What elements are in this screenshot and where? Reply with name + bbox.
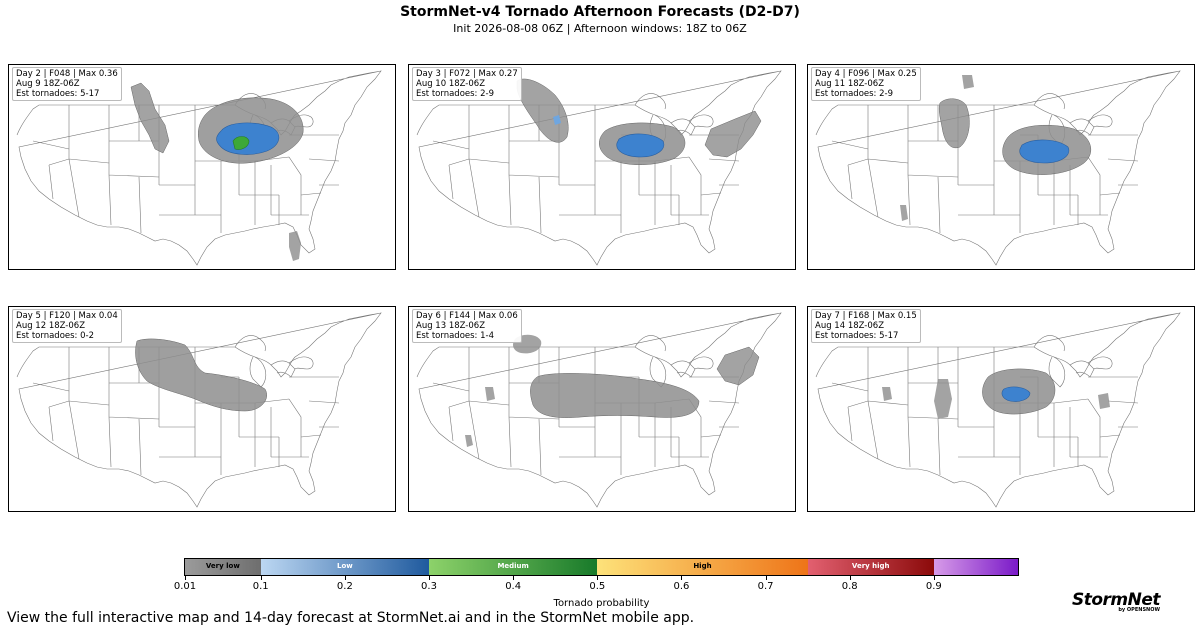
panel-day-line: Day 2 | F048 | Max 0.36 [16,69,118,79]
panel-estimate-line: Est tornadoes: 2-9 [815,89,894,99]
panel-info: Day 7 | F168 | Max 0.15 Aug 14 18Z-06Z E… [811,309,921,343]
panel-info: Day 6 | F144 | Max 0.06 Aug 13 18Z-06Z E… [412,309,522,343]
colorbar-segment [260,559,429,575]
colorbar-tick [765,576,767,580]
colorbar-tick-label: 0.01 [173,581,197,592]
colorbar-tick-label: 0.9 [925,581,942,592]
colorbar-tick-label: 0.7 [757,581,774,592]
colorbar-tick [933,576,935,580]
panel-window-line: Aug 14 18Z-06Z [815,321,885,331]
panel-estimate-line: Est tornadoes: 1-4 [416,331,495,341]
panel-day-line: Day 3 | F072 | Max 0.27 [416,69,518,79]
colorbar-tick [260,576,262,580]
panel-estimate-line: Est tornadoes: 2-9 [416,89,495,99]
panel-day-line: Day 6 | F144 | Max 0.06 [416,311,518,321]
panel-day-line: Day 5 | F120 | Max 0.04 [16,311,118,321]
colorbar-tick [597,576,599,580]
panel-estimate-line: Est tornadoes: 5-17 [16,89,100,99]
colorbar-segment [429,559,598,575]
panel-window-line: Aug 13 18Z-06Z [416,321,486,331]
colorbar-tick-label: 0.8 [841,581,858,592]
panel-info: Day 5 | F120 | Max 0.04 Aug 12 18Z-06Z E… [12,309,122,343]
colorbar-tick [344,576,346,580]
colorbar-tick-label: 0.4 [505,581,522,592]
colorbar-tick [185,576,186,580]
colorbar-segment [597,559,808,575]
colorbar-tick [513,576,515,580]
forecast-map [16,312,382,508]
panel-day-7: Day 7 | F168 | Max 0.15 Aug 14 18Z-06Z E… [807,306,1195,512]
forecast-map [815,312,1181,508]
panel-window-line: Aug 12 18Z-06Z [16,321,86,331]
colorbar-category-label: Very high [851,562,890,570]
colorbar-category-label: Medium [497,562,529,570]
colorbar-label: Tornado probability [553,598,650,609]
forecast-map [16,70,382,266]
panel-info: Day 2 | F048 | Max 0.36 Aug 9 18Z-06Z Es… [12,67,122,101]
logo-byline: by OPENSNOW [1118,607,1160,613]
panel-day-3: Day 3 | F072 | Max 0.27 Aug 10 18Z-06Z E… [408,64,796,270]
figure-subtitle: Init 2026-08-08 06Z | Afternoon windows:… [453,22,747,35]
colorbar-segment [933,559,1018,575]
colorbar-category-label: Low [336,562,353,570]
stormnet-logo: StormNet by OPENSNOW [1071,590,1161,613]
colorbar-tick [429,576,430,580]
forecast-map [416,70,782,266]
panel-info: Day 4 | F096 | Max 0.25 Aug 11 18Z-06Z E… [811,67,921,101]
panel-day-line: Day 4 | F096 | Max 0.25 [815,69,917,79]
panel-estimate-line: Est tornadoes: 5-17 [815,331,899,341]
panel-day-6: Day 6 | F144 | Max 0.06 Aug 13 18Z-06Z E… [408,306,796,512]
colorbar-category-label: High [693,562,712,570]
panel-window-line: Aug 10 18Z-06Z [416,79,486,89]
colorbar: Very low Low Medium High Very high [184,558,1019,576]
footer-text: View the full interactive map and 14-day… [7,610,695,626]
colorbar-tick [849,576,851,580]
colorbar-tick [681,576,683,580]
logo-wordmark: StormNet [1071,590,1161,610]
colorbar-tick-label: 0.5 [589,581,606,592]
colorbar-tick-label: 0.2 [336,581,353,592]
colorbar-tick-label: 0.3 [421,581,437,592]
panel-day-line: Day 7 | F168 | Max 0.15 [815,311,917,321]
figure-title: StormNet-v4 Tornado Afternoon Forecasts … [400,4,800,20]
colorbar-tick-label: 0.6 [673,581,690,592]
panel-window-line: Aug 11 18Z-06Z [815,79,885,89]
colorbar-segment [807,559,934,575]
forecast-map [815,70,1181,266]
panel-info: Day 3 | F072 | Max 0.27 Aug 10 18Z-06Z E… [412,67,522,101]
colorbar-category-label: Very low [205,562,240,570]
panel-day-5: Day 5 | F120 | Max 0.04 Aug 12 18Z-06Z E… [8,306,396,512]
panel-window-line: Aug 9 18Z-06Z [16,79,80,89]
colorbar-tick-label: 0.1 [252,581,269,592]
panel-day-2: Day 2 | F048 | Max 0.36 Aug 9 18Z-06Z Es… [8,64,396,270]
panel-day-4: Day 4 | F096 | Max 0.25 Aug 11 18Z-06Z E… [807,64,1195,270]
panel-estimate-line: Est tornadoes: 0-2 [16,331,95,341]
colorbar-segment [185,559,261,575]
